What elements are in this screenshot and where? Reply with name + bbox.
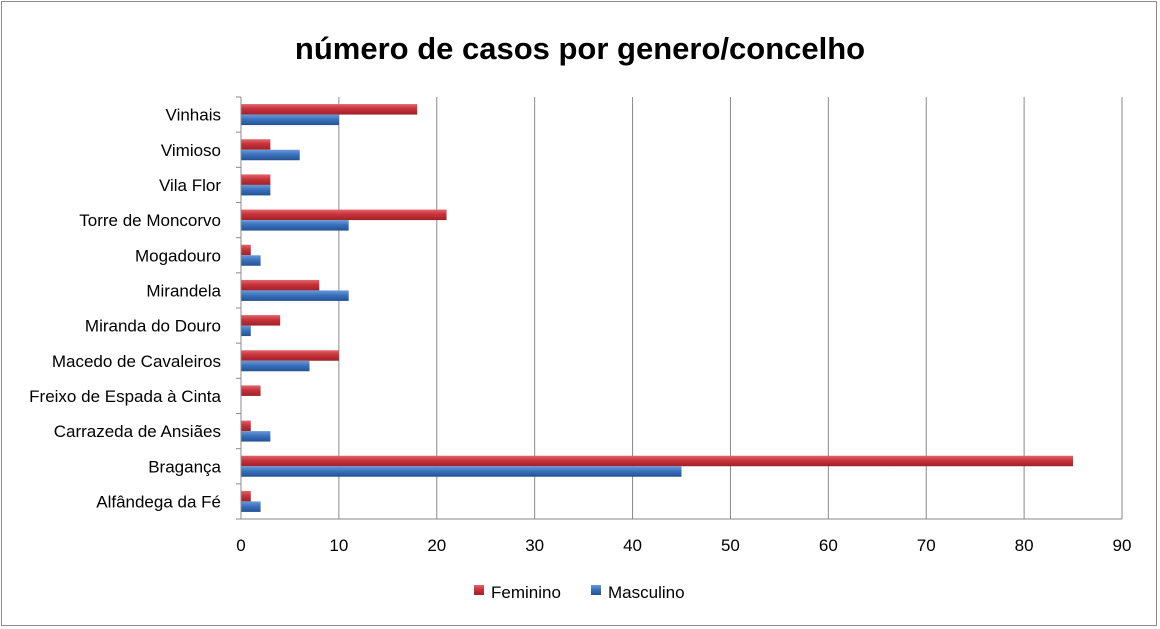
chart-title: número de casos por genero/concelho: [295, 31, 865, 66]
x-tick-label: 60: [819, 536, 838, 555]
axes: [236, 96, 1122, 520]
bar-feminino: [241, 174, 271, 185]
category-label: Macedo de Cavaleiros: [52, 352, 221, 371]
bar-masculino: [241, 466, 682, 477]
bar-feminino: [241, 279, 320, 291]
category-label: Freixo de Espada à Cinta: [29, 387, 221, 406]
bar-feminino: [241, 385, 261, 396]
category-label: Bragança: [148, 457, 221, 476]
category-label: Carrazeda de Ansiães: [54, 422, 221, 441]
x-tick-label: 20: [427, 536, 446, 555]
bar-masculino: [241, 184, 271, 196]
category-label: Miranda do Douro: [85, 317, 221, 336]
bar-masculino: [241, 360, 310, 372]
x-tick-label: 70: [917, 536, 936, 555]
category-label: Vila Flor: [159, 176, 221, 195]
bar-masculino: [241, 114, 339, 126]
x-tick-label: 40: [623, 536, 642, 555]
bar-feminino: [241, 455, 1074, 467]
x-tick-label: 90: [1113, 536, 1132, 555]
bar-feminino: [241, 315, 281, 326]
legend: Feminino Masculino: [474, 583, 685, 602]
legend-swatch-feminino: [474, 585, 484, 595]
category-label: Vinhais: [166, 106, 221, 125]
category-label: Vimioso: [161, 141, 221, 160]
bar-feminino: [241, 350, 339, 361]
x-tick-label: 30: [525, 536, 544, 555]
legend-label-masculino: Masculino: [608, 583, 685, 602]
x-tick-label: 80: [1015, 536, 1034, 555]
category-label: Mogadouro: [135, 246, 221, 265]
x-tick-labels: 0 10 20 30 40 50 60 70 80 90: [236, 536, 1131, 555]
legend-label-feminino: Feminino: [491, 583, 561, 602]
bar-masculino: [241, 501, 261, 512]
bar-feminino: [241, 104, 418, 115]
category-label: Torre de Moncorvo: [79, 211, 221, 230]
x-tick-label: 0: [236, 536, 245, 555]
x-tick-label: 50: [721, 536, 740, 555]
x-tick-label: 10: [329, 536, 348, 555]
legend-swatch-masculino: [591, 585, 601, 595]
bar-masculino: [241, 220, 349, 231]
bar-masculino: [241, 255, 261, 266]
bar-masculino: [241, 325, 251, 337]
category-label: Mirandela: [146, 281, 221, 300]
category-labels: Vinhais Vimioso Vila Flor Torre de Moncorvo…: [29, 106, 221, 512]
bar-feminino: [241, 420, 251, 432]
bar-masculino: [241, 149, 300, 161]
bar-feminino: [241, 244, 251, 256]
bar-masculino: [241, 431, 271, 442]
bars: [241, 104, 1074, 512]
bar-feminino: [241, 490, 251, 502]
bar-feminino: [241, 139, 271, 150]
bar-feminino: [241, 209, 447, 221]
grid-lines: [338, 97, 1123, 519]
category-label: Alfândega da Fé: [96, 492, 221, 511]
bar-masculino: [241, 290, 349, 301]
